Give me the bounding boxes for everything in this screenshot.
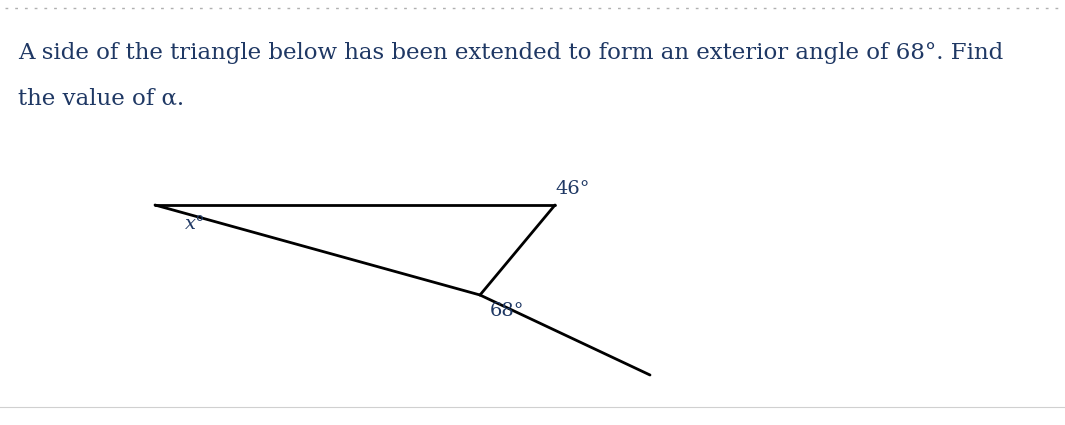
Text: A side of the triangle below has been extended to form an exterior angle of 68°.: A side of the triangle below has been ex… — [18, 42, 1003, 64]
Text: x°: x° — [185, 215, 206, 233]
Text: 46°: 46° — [555, 180, 590, 198]
Text: the value of α.: the value of α. — [18, 88, 184, 110]
Text: 68°: 68° — [490, 302, 524, 320]
